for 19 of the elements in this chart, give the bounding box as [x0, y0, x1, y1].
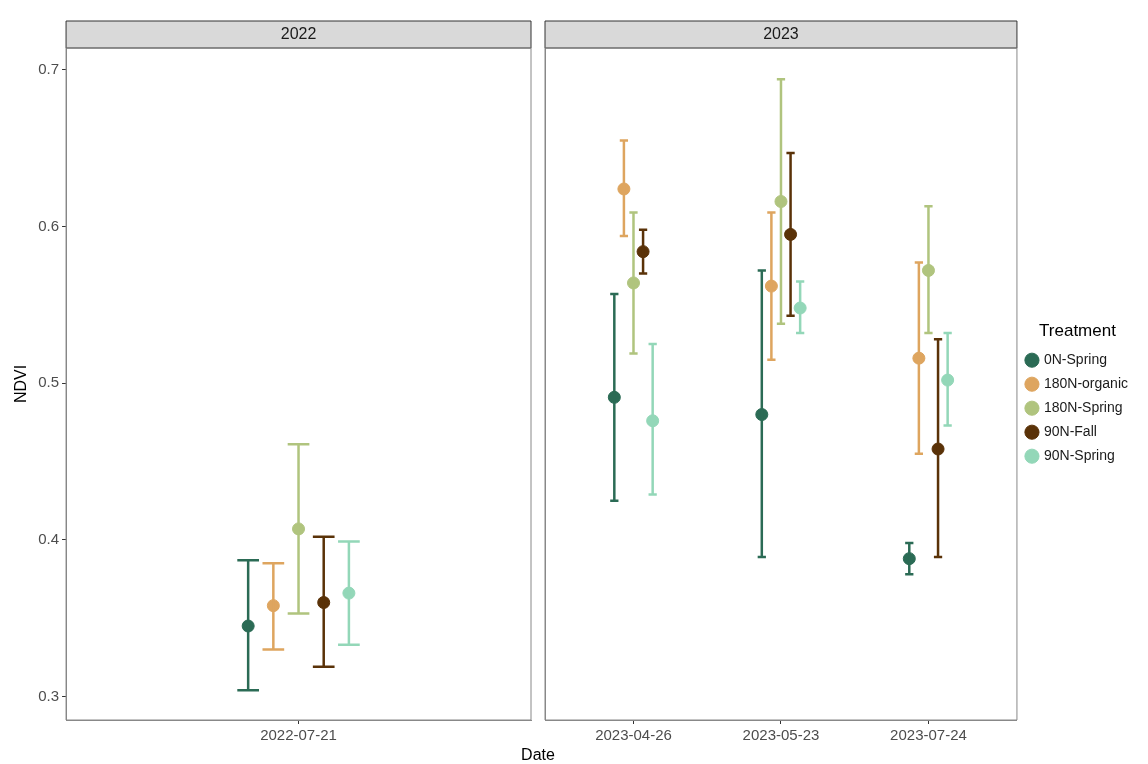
chart-title: 2023	[763, 24, 799, 42]
legend-label: 180N-organic	[1043, 375, 1129, 392]
y-tick-label: 0.6	[38, 216, 60, 234]
legend-label: 90N-Fall	[1043, 423, 1097, 440]
y-tick-label: 0.4	[38, 530, 60, 547]
y-tick-label: 0.3	[38, 686, 60, 704]
chart-title: 2022	[280, 24, 317, 42]
y-tick-label: 0.5	[38, 373, 60, 391]
legend-title: Treatment	[1039, 320, 1117, 340]
y-tick-label: 0.7	[38, 60, 60, 78]
legend-label: 0N-Spring	[1043, 351, 1107, 368]
legend-label: 180N-Spring	[1043, 399, 1123, 416]
x-tick-label: 2023-07-24	[890, 726, 967, 744]
legend-label: 90N-Spring	[1043, 447, 1115, 464]
x-tick-label: 2023-04-26	[595, 726, 672, 744]
x-axis-title: Date	[520, 746, 556, 764]
y-axis-title: NDVI	[12, 364, 30, 404]
x-tick-label: 2022-07-21	[260, 726, 337, 744]
x-tick-label: 2023-05-23	[742, 726, 820, 744]
